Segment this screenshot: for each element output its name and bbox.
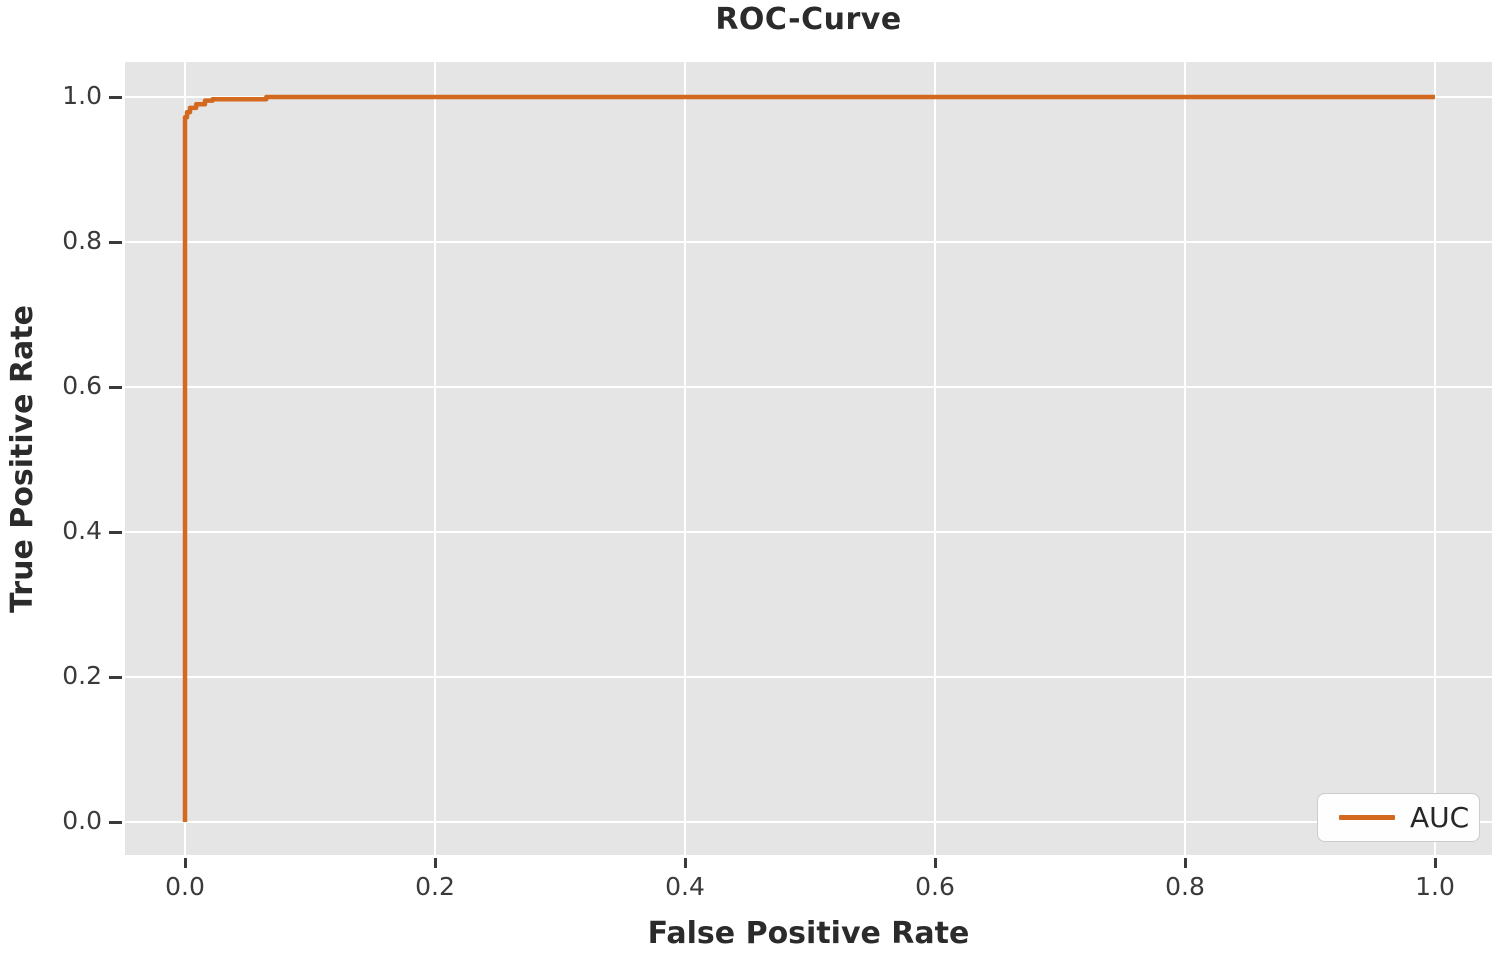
x-tick-mark: [934, 858, 937, 868]
roc-curve-line: [182, 94, 1435, 822]
y-tick-label: 0.4: [62, 516, 102, 545]
y-tick-mark: [109, 821, 122, 824]
y-tick-label: 0.8: [62, 226, 102, 256]
y-tick-mark: [109, 241, 122, 245]
x-tick-label: 0.2: [415, 872, 455, 901]
x-axis-label: False Positive Rate: [647, 916, 970, 951]
x-tick-label: 0.6: [915, 872, 955, 901]
y-tick-mark: [109, 96, 122, 100]
vertical-gridline: [1434, 62, 1436, 855]
legend: AUC: [1317, 793, 1480, 842]
x-tick-mark: [184, 858, 187, 868]
x-tick-label: 0.0: [165, 872, 205, 901]
vertical-gridline: [684, 62, 686, 855]
horizontal-gridline: [125, 241, 1492, 244]
y-tick-label: 0.6: [62, 371, 102, 400]
legend-line-sample-icon: [1339, 815, 1395, 820]
horizontal-gridline: [125, 676, 1492, 678]
x-tick-label: 0.8: [1165, 872, 1205, 901]
chart-title: ROC-Curve: [715, 2, 902, 37]
x-tick-mark: [1434, 858, 1437, 868]
x-tick-mark: [434, 858, 437, 868]
y-tick-label: 0.2: [62, 661, 102, 690]
horizontal-gridline: [125, 386, 1492, 388]
y-axis-label-container: True Positive Rate: [4, 62, 40, 855]
legend-label: AUC: [1410, 801, 1470, 834]
vertical-gridline: [934, 62, 936, 855]
y-tick-label: 0.0: [62, 806, 102, 835]
horizontal-gridline: [125, 531, 1492, 533]
x-tick-mark: [684, 858, 687, 868]
x-tick-mark: [1184, 858, 1187, 868]
y-tick-mark: [109, 531, 122, 534]
vertical-gridline: [1184, 62, 1186, 855]
y-tick-mark: [109, 386, 122, 389]
x-tick-label: 0.4: [665, 872, 705, 901]
y-tick-mark: [109, 676, 122, 679]
y-axis-label: True Positive Rate: [4, 304, 40, 613]
x-tick-label: 1.0: [1415, 872, 1455, 901]
horizontal-gridline: [125, 821, 1492, 823]
plot-area: AUC: [125, 62, 1492, 855]
vertical-gridline: [434, 62, 436, 855]
y-tick-label: 1.0: [62, 81, 102, 111]
